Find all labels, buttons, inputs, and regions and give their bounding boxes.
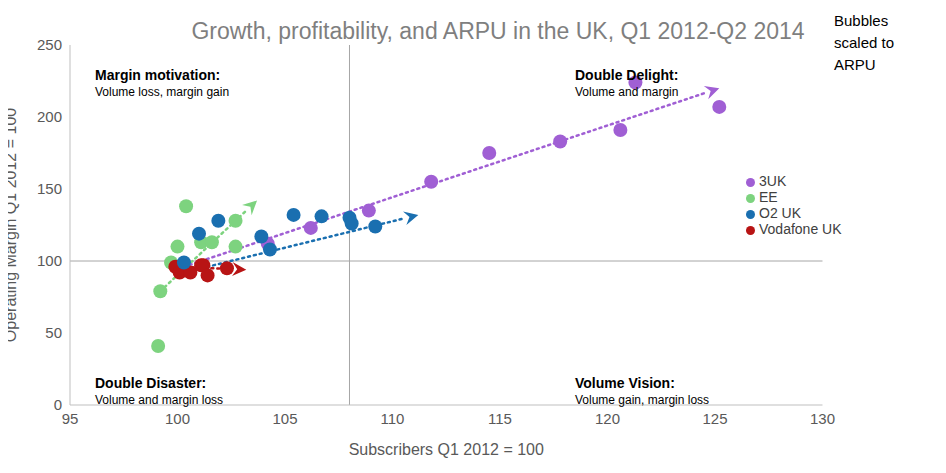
svg-text:200: 200 (37, 108, 62, 125)
svg-text:100: 100 (37, 252, 62, 269)
svg-text:100: 100 (165, 410, 190, 427)
svg-text:95: 95 (62, 410, 79, 427)
html-text:Vodafone UK: Vodafone UK (759, 221, 842, 237)
svg-text:0: 0 (54, 396, 62, 413)
html-text:Volume loss, margin gain: Volume loss, margin gain (95, 85, 230, 99)
html-text:Volume and margin: Volume and margin (575, 85, 679, 99)
svg-text:125: 125 (702, 410, 727, 427)
html-text:EE: EE (759, 189, 778, 205)
html-text:Growth, profitability, and ARP: Growth, profitability, and ARPU in the U… (191, 18, 805, 44)
html-text:Double Disaster:: Double Disaster: (95, 375, 207, 391)
svg-text:130: 130 (810, 410, 835, 427)
svg-text:50: 50 (45, 324, 62, 341)
html-text:Volume Vision:: Volume Vision: (575, 375, 675, 391)
svg-text:115: 115 (488, 410, 512, 427)
svg-text:105: 105 (272, 410, 297, 427)
svg-text:120: 120 (595, 410, 620, 427)
svg-text:Operating Margin Q1 2012 = 100: Operating Margin Q1 2012 = 100 (8, 108, 19, 342)
html-text:Margin motivation:: Margin motivation: (95, 67, 221, 83)
html-text:Volume and margin loss: Volume and margin loss (95, 393, 224, 407)
html-text:Bubbles scaled to ARPU: Bubbles scaled to ARPU (834, 12, 894, 73)
svg-text:150: 150 (37, 180, 62, 197)
svg-text:Subscribers Q1 2012 = 100: Subscribers Q1 2012 = 100 (349, 441, 544, 458)
html-text:O2 UK: O2 UK (759, 205, 801, 221)
html-text:3UK: 3UK (759, 173, 787, 189)
svg-text:250: 250 (37, 36, 62, 53)
svg-text:110: 110 (381, 410, 405, 427)
html-text:Double Delight:: Double Delight: (575, 67, 679, 83)
html-text:Volume gain, margin loss: Volume gain, margin loss (575, 393, 710, 407)
